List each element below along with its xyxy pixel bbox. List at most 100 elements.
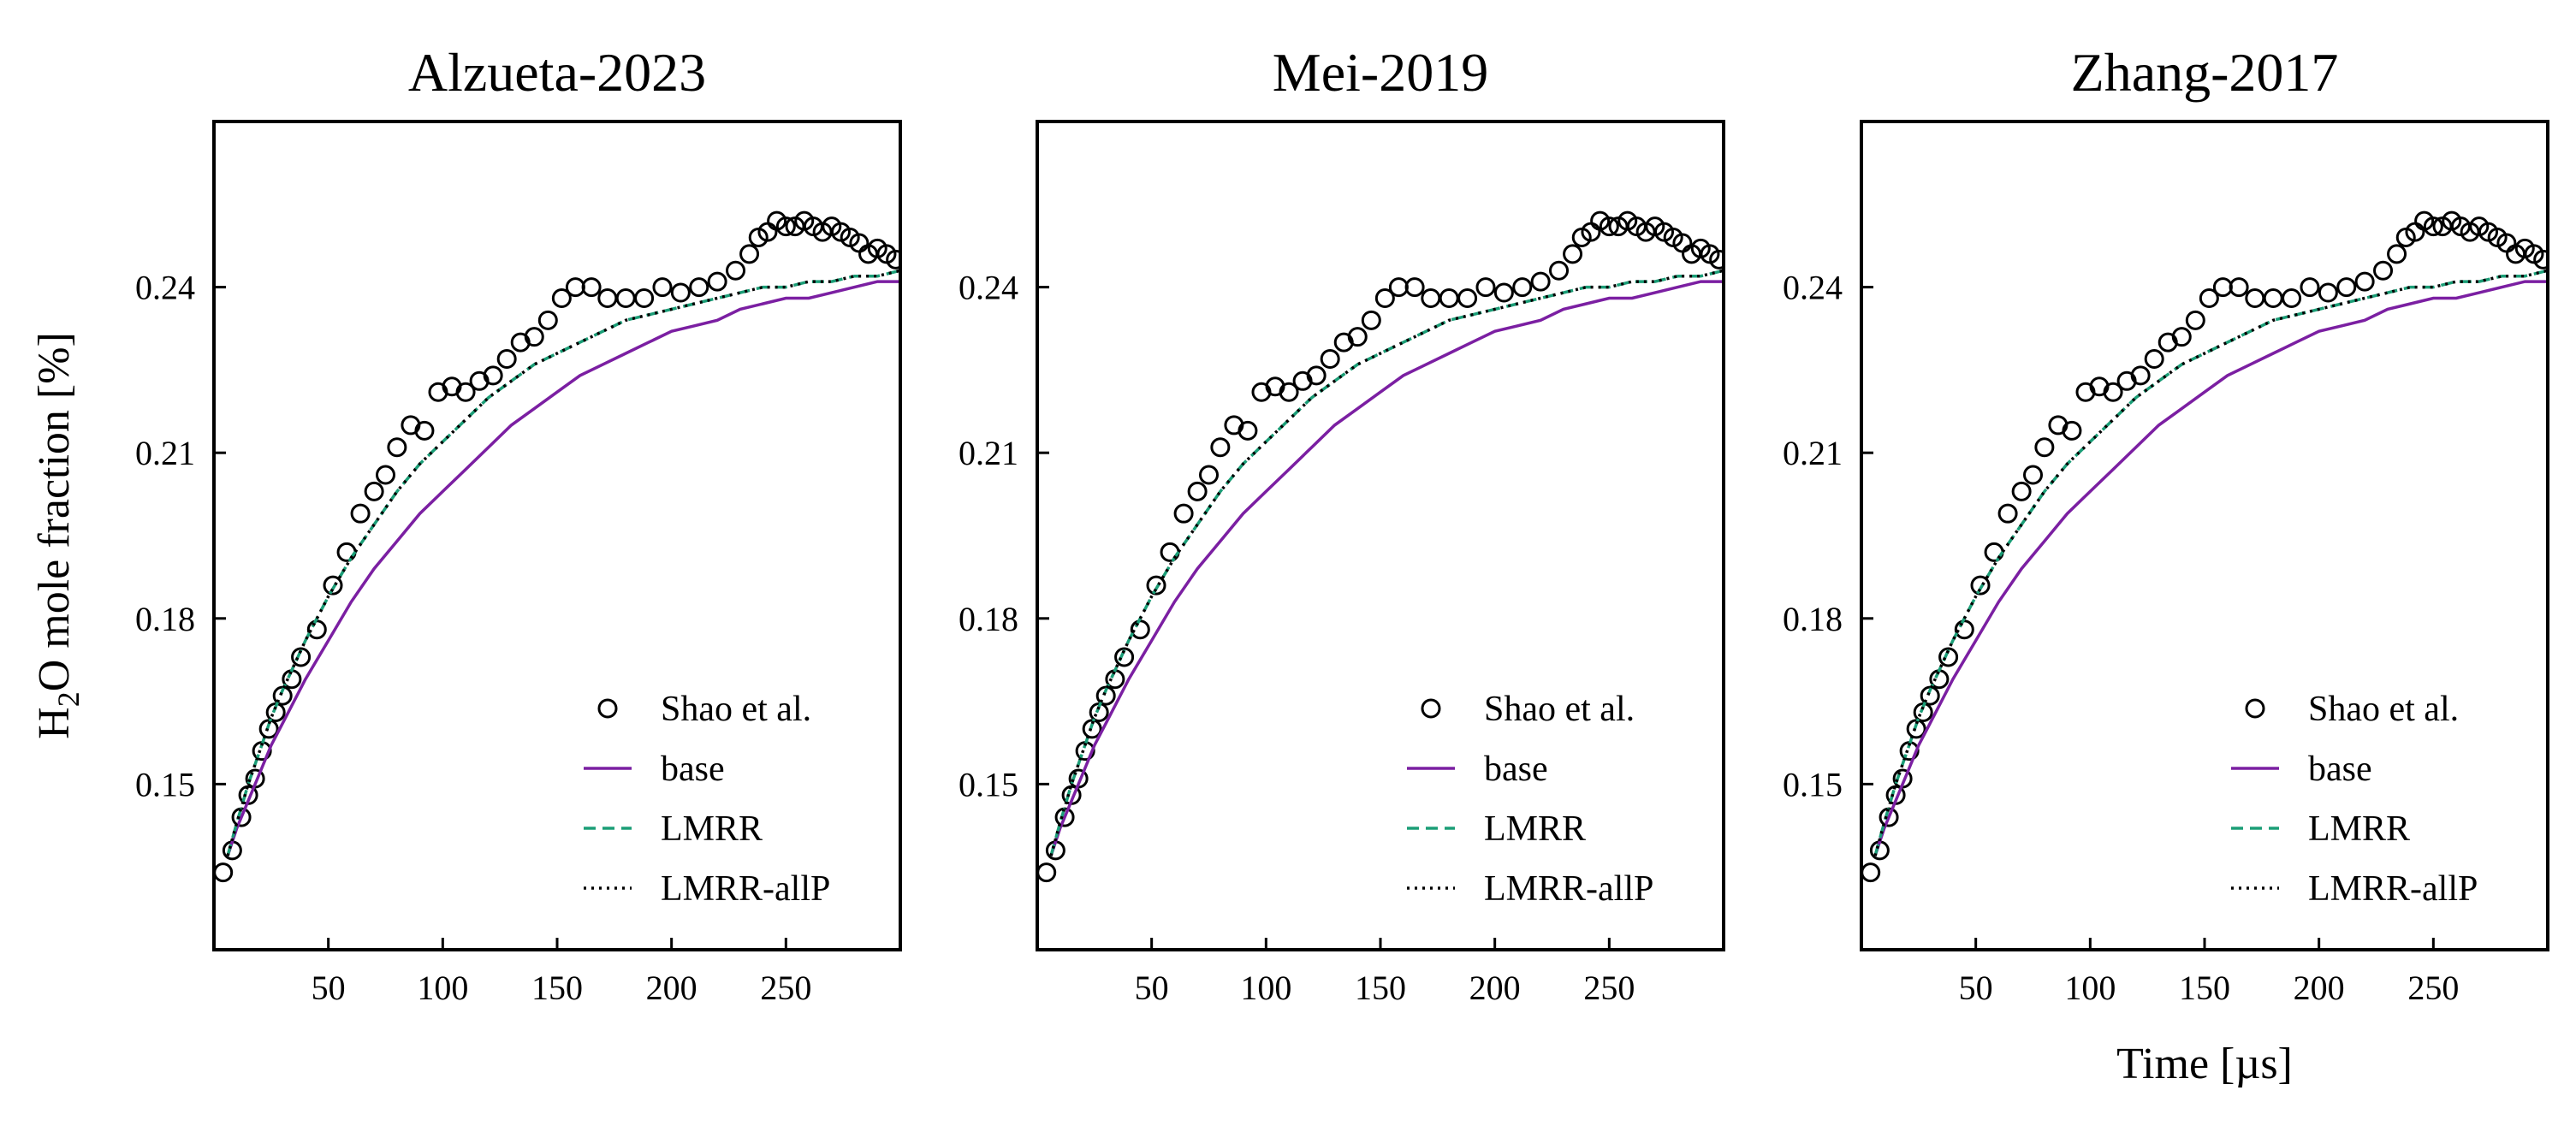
chart-0-series-shao-et-al-point-30 [565,277,585,298]
chart-0-series-shao-et-al-point-56 [886,249,900,270]
chart-0-series-shao-et-al-point-0 [214,862,234,883]
chart-0-xtick-label-150: 150 [531,969,583,1007]
chart-1-legend-shao-et-al-label: Shao et al. [1484,690,1635,729]
chart-1-xtick-label-200: 200 [1469,969,1521,1007]
chart-1-series-shao-et-al-point-37 [1512,277,1533,298]
chart-2-legend-lmrr-allp-label: LMRR-allP [2308,869,2478,909]
chart-1-series-lmrr-line [1049,269,1724,856]
chart-0-series-shao-et-al-point-10 [291,647,312,667]
chart-2-series-shao-et-al-point-0 [1861,862,1881,883]
chart-0-series-shao-et-al-point-35 [652,277,673,298]
chart-0-series-shao-et-al-point-31 [581,277,602,298]
chart-0-series-shao-et-al-point-39 [726,260,746,281]
chart-1-legend-base-label: base [1484,750,1548,789]
chart-0-series-shao-et-al-point-17 [387,437,407,458]
chart-2-legend-lmrr-label: LMRR [2308,809,2410,849]
chart-0-series-shao-et-al-point-27 [524,327,544,347]
chart-2-series-shao-et-al-point-32 [2245,288,2265,309]
chart-1-series-shao-et-al-point-35 [1475,277,1496,298]
chart-2-series-shao-et-al-point-16 [2023,465,2043,485]
chart-2-xtick-label-150: 150 [2179,969,2230,1007]
chart-1-series-shao-et-al-point-19 [1238,420,1258,441]
chart-0-series-base-line [226,280,900,856]
panel-mei-2019: Mei-2019 50 100 150 200 250 0.15 0.18 0.21 0.24 Sh… [959,42,1725,1007]
chart-2-series-shao-et-al-point-15 [2011,481,2032,501]
chart-0-series-shao-et-al-point-16 [376,465,395,485]
chart-1-ytick-label-3: 0.24 [959,269,1018,307]
chart-0-series-shao-et-al-point-37 [689,277,709,298]
chart-1-legend-lmrr-label: LMRR [1484,809,1586,849]
chart-1-series-shao-et-al-point-25 [1320,348,1340,369]
chart-0-axes-frame [212,120,902,951]
chart-2-series-shao-et-al-point-27 [2171,327,2192,347]
chart-1-series-shao-et-al-point-31 [1404,277,1425,298]
chart-1-series-shao-et-al-point-33 [1439,288,1459,309]
chart-2-series-shao-et-al-point-17 [2034,437,2055,458]
chart-2-series-shao-et-al-point-34 [2282,288,2302,309]
chart-2-series-shao-et-al-point-28 [2185,310,2205,330]
chart-1-ytick-label-2: 0.21 [959,434,1018,472]
chart-1-series-base-line [1049,280,1724,856]
chart-0-series-shao-et-al-point-44 [775,216,796,237]
chart-2-series-shao-et-al-point-24 [2130,365,2151,386]
chart-2-series-shao-et-al-point-56 [2533,249,2548,270]
chart-2-series-shao-et-al-point-11 [1954,619,1974,640]
chart-2-series-lmrr-allp-line [1873,269,2548,856]
panel-zhang-2017: Zhang-2017 50 100 150 200 250 0.15 0.18 0.21 0.24… [1783,42,2549,1088]
chart-1-series-shao-et-al-point-56 [1709,249,1724,270]
chart-2-series-shao-et-al-point-37 [2336,277,2357,298]
chart-2-series-shao-et-al-point-38 [2354,271,2375,292]
chart-2-ytick-label-3: 0.24 [1783,269,1843,307]
chart-2-legend-shao-et-al-label: Shao et al. [2308,690,2459,729]
chart-0-ytick-label-0: 0.15 [135,765,195,803]
panel-alzueta-2023: Alzueta-2023 50 100 150 200 250 0.15 0.18 0.21 0.… [30,42,902,1007]
chart-1-series-shao-et-al-point-16 [1199,465,1219,485]
chart-1-series-shao-et-al-point-36 [1493,282,1514,303]
chart-2-plot-area [1861,210,2548,883]
chart-1-series-lmrr-allp-line [1049,269,1724,856]
chart-1-series-shao-et-al-point-11 [1130,619,1150,640]
chart-0-series-shao-et-al-point-24 [483,365,503,386]
chart-0-series-shao-et-al-point-33 [615,288,636,309]
chart-2-xtick-label-250: 250 [2407,969,2459,1007]
chart-1-legend-shao-et-al-swatch [1421,698,1441,719]
chart-0-series-shao-et-al-point-12 [323,575,343,596]
chart-2-series-shao-et-al-point-19 [2062,420,2082,441]
chart-0-ytick-label-3: 0.24 [135,269,195,307]
chart-2-series-shao-et-al-point-31 [2229,277,2249,298]
chart-2-series-lmrr-line [1873,269,2548,856]
chart-0-legend-lmrr-label: LMRR [661,809,763,849]
chart-2-title: Zhang-2017 [2071,42,2339,103]
chart-1-ytick-label-1: 0.18 [959,600,1018,638]
chart-0-xtick-label-50: 50 [312,969,346,1007]
chart-1-series-shao-et-al-point-29 [1374,288,1395,309]
chart-0-series-shao-et-al-point-38 [707,271,727,292]
chart-1-series-shao-et-al-point-24 [1306,365,1327,386]
chart-0-series-shao-et-al-point-34 [634,288,655,309]
chart-1-series-shao-et-al-point-10 [1114,647,1135,667]
chart-0-xtick-label-100: 100 [417,969,468,1007]
chart-2-series-shao-et-al-point-22 [2103,382,2123,402]
chart-1-series-shao-et-al-point-0 [1037,862,1057,883]
chart-2-axes-frame [1860,120,2549,951]
chart-0-series-shao-et-al-point-28 [537,310,558,330]
chart-0-series-shao-et-al-point-32 [597,288,618,309]
chart-2-series-shao-et-al-point-44 [2423,216,2443,237]
chart-2-xlabel: Time [µs] [2116,1040,2293,1088]
chart-0-series-shao-et-al-point-22 [455,382,476,402]
chart-0-series-shao-et-al-point-25 [496,348,517,369]
chart-0-series-shao-et-al-point-14 [350,503,371,524]
chart-2-series-base-line [1873,280,2548,856]
chart-0-plot-area [214,210,900,883]
chart-1-series-shao-et-al-point-34 [1457,288,1478,309]
chart-0-xtick-label-200: 200 [646,969,697,1007]
chart-0-ytick-label-2: 0.21 [135,434,195,472]
chart-1-xtick-label-150: 150 [1355,969,1406,1007]
chart-1-series-shao-et-al-point-22 [1279,382,1299,402]
chart-1-series-shao-et-al-point-38 [1530,271,1551,292]
chart-1-series-shao-et-al-point-28 [1361,310,1381,330]
chart-0-series-lmrr-line [226,269,900,856]
chart-1-title: Mei-2019 [1273,42,1488,103]
chart-1-series-shao-et-al-point-12 [1146,575,1166,596]
